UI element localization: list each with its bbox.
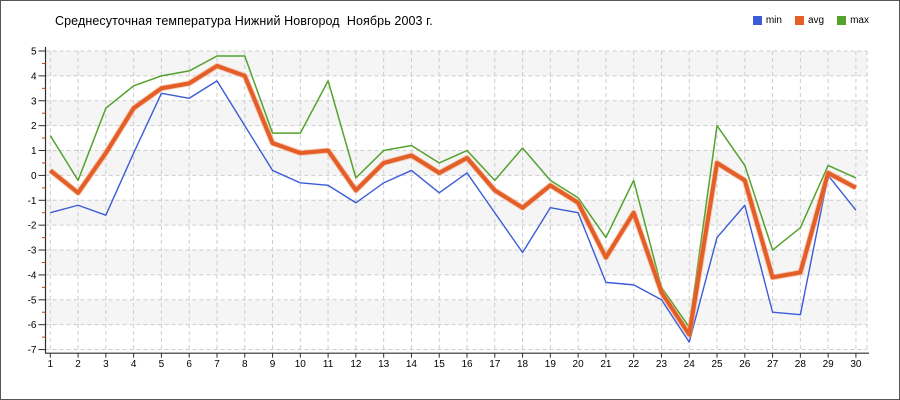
x-tick-label: 28: [795, 359, 807, 370]
chart-legend: min avg max: [752, 15, 869, 26]
y-tick-label: -2: [28, 221, 37, 232]
x-tick-label: 30: [850, 359, 862, 370]
x-tick-label: 15: [434, 359, 446, 370]
legend-label-min: min: [765, 15, 782, 26]
y-tick-label: -4: [28, 270, 37, 281]
x-tick-label: 20: [573, 359, 585, 370]
x-tick-label: 14: [406, 359, 418, 370]
plot-band: [45, 200, 867, 226]
y-tick-label: 4: [31, 71, 37, 82]
x-tick-label: 27: [767, 359, 779, 370]
plot-band: [45, 299, 867, 325]
y-tick-label: 5: [31, 47, 37, 58]
plot-band: [45, 51, 867, 76]
y-tick-label: 3: [31, 96, 37, 107]
x-tick-label: 3: [103, 359, 109, 370]
min-color-swatch: [752, 16, 762, 25]
legend-label-avg: avg: [807, 15, 825, 26]
series-line-avg: [49, 63, 857, 337]
series-line-max: [49, 55, 857, 328]
chart-title: Среднесуточная температура Нижний Новгор…: [55, 14, 433, 28]
x-tick-label: 10: [295, 359, 307, 370]
x-tick-label: 1: [48, 359, 54, 370]
legend-item-min: min: [752, 15, 782, 26]
x-tick-label: 22: [628, 359, 640, 370]
x-tick-label: 19: [545, 359, 557, 370]
x-tick-label: 18: [517, 359, 529, 370]
x-tick-label: 29: [823, 359, 835, 370]
x-tick-label: 21: [600, 359, 612, 370]
x-tick-label: 5: [159, 359, 165, 370]
y-tick-label: -6: [28, 320, 37, 331]
legend-item-avg: avg: [794, 15, 825, 26]
plot-band: [45, 250, 867, 275]
y-tick-label: -5: [28, 295, 37, 306]
x-tick-label: 16: [461, 359, 473, 370]
x-tick-label: 17: [489, 359, 501, 370]
y-tick-label: 0: [31, 171, 37, 182]
plot-band: [45, 100, 867, 126]
x-tick-label: 26: [739, 359, 751, 370]
series-line-min: [50, 80, 857, 343]
legend-item-max: max: [837, 15, 869, 26]
x-tick-label: 12: [350, 359, 362, 370]
legend-label-max: max: [850, 15, 869, 26]
x-tick-label: 4: [131, 359, 137, 370]
x-tick-label: 8: [242, 359, 248, 370]
x-tick-label: 25: [711, 359, 723, 370]
y-tick-label: 1: [31, 146, 37, 157]
x-tick-label: 9: [270, 359, 276, 370]
y-tick-label: -1: [28, 196, 37, 207]
x-tick-label: 24: [684, 359, 696, 370]
x-tick-label: 7: [214, 359, 220, 370]
x-tick-label: 11: [323, 359, 334, 370]
max-color-swatch: [837, 16, 847, 25]
y-tick-label: -7: [28, 345, 37, 356]
y-tick-label: -3: [28, 246, 37, 257]
y-tick-label: 2: [31, 121, 37, 132]
avg-color-swatch: [794, 16, 804, 25]
x-tick-label: 6: [186, 359, 192, 370]
x-tick-label: 13: [378, 359, 390, 370]
x-tick-label: 23: [656, 359, 668, 370]
x-tick-label: 2: [75, 359, 81, 370]
